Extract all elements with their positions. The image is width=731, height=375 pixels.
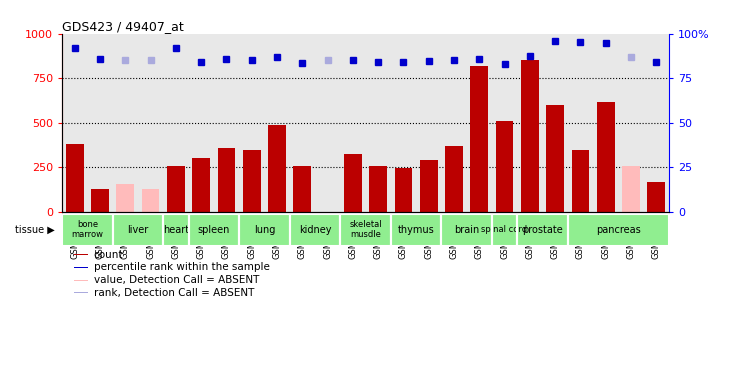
Text: rank, Detection Call = ABSENT: rank, Detection Call = ABSENT — [94, 288, 254, 298]
Bar — [442, 214, 492, 246]
Bar — [596, 102, 615, 212]
Text: pancreas: pancreas — [596, 225, 640, 235]
Text: liver: liver — [127, 225, 148, 235]
Bar — [167, 166, 185, 212]
Bar — [420, 160, 438, 212]
Text: spinal cord: spinal cord — [482, 225, 528, 234]
Text: bone
marrow: bone marrow — [72, 220, 103, 239]
Bar — [622, 166, 640, 212]
Text: brain: brain — [454, 225, 480, 235]
Bar — [496, 121, 513, 212]
Text: GDS423 / 49407_at: GDS423 / 49407_at — [62, 20, 184, 33]
Bar — [572, 150, 589, 212]
Bar — [113, 214, 163, 246]
Text: kidney: kidney — [299, 225, 331, 235]
Bar — [239, 214, 289, 246]
Bar — [648, 182, 665, 212]
Bar — [369, 166, 387, 212]
Bar — [218, 148, 235, 212]
Bar — [340, 214, 391, 246]
Bar — [268, 124, 286, 212]
Bar — [75, 280, 88, 281]
Bar — [142, 189, 159, 212]
Bar — [62, 214, 113, 246]
Text: prostate: prostate — [522, 225, 563, 235]
Bar — [192, 158, 210, 212]
Text: heart: heart — [163, 225, 189, 235]
Bar — [395, 168, 412, 212]
Text: skeletal
musdle: skeletal musdle — [349, 220, 382, 239]
Text: spleen: spleen — [197, 225, 230, 235]
Bar — [75, 267, 88, 268]
Bar — [75, 292, 88, 293]
Bar — [492, 214, 518, 246]
Bar — [546, 105, 564, 212]
Bar — [91, 189, 109, 212]
Bar — [293, 166, 311, 212]
Bar — [66, 144, 83, 212]
Text: thymus: thymus — [398, 225, 434, 235]
Bar — [568, 214, 669, 246]
Text: percentile rank within the sample: percentile rank within the sample — [94, 262, 270, 273]
Text: value, Detection Call = ABSENT: value, Detection Call = ABSENT — [94, 275, 259, 285]
Bar — [75, 254, 88, 255]
Bar — [391, 214, 442, 246]
Text: count: count — [94, 250, 124, 260]
Bar — [189, 214, 239, 246]
Bar — [445, 146, 463, 212]
Text: tissue ▶: tissue ▶ — [15, 225, 55, 235]
Bar — [116, 184, 135, 212]
Bar — [518, 214, 568, 246]
Bar — [471, 66, 488, 212]
Bar — [163, 214, 189, 246]
Bar — [344, 154, 362, 212]
Bar — [521, 60, 539, 212]
Text: lung: lung — [254, 225, 275, 235]
Bar — [243, 150, 260, 212]
Bar — [289, 214, 340, 246]
